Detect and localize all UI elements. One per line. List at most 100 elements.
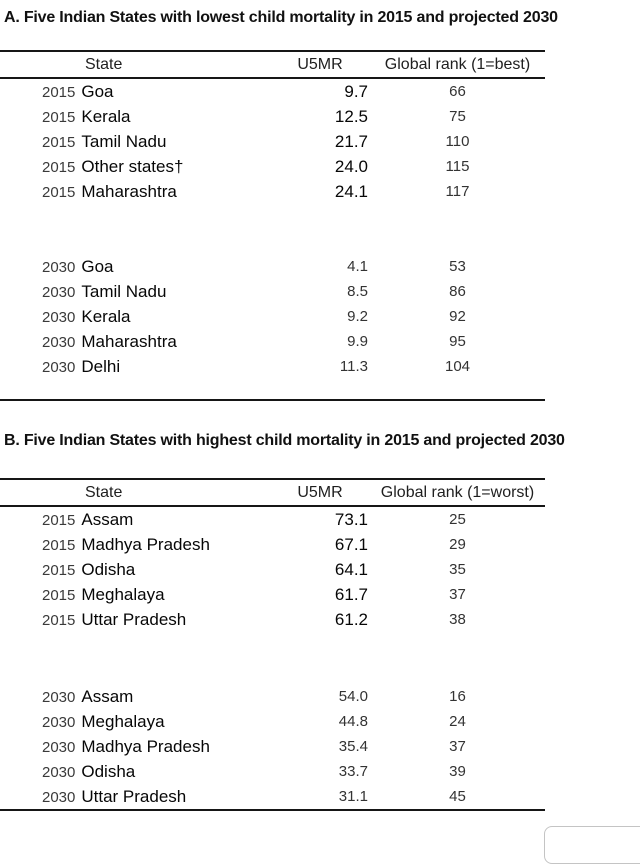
row-year: 2030 [42, 738, 76, 756]
group-spacer [0, 632, 545, 684]
row-year: 2015 [42, 561, 76, 579]
rank-cell: 104 [444, 358, 471, 375]
u5mr-cell: 9.7 [344, 81, 368, 101]
state-cell: 2030 Uttar Pradesh [0, 787, 270, 807]
table-row: 2030 Assam 54.0 16 [0, 684, 545, 709]
state-cell: 2015 Tamil Nadu [0, 132, 270, 152]
state-cell: 2030 Meghalaya [0, 712, 270, 732]
table-row: 2030 Kerala 9.2 92 [0, 304, 545, 329]
column-header-u5mr: U5MR [297, 55, 343, 73]
u5mr-cell: 9.9 [347, 333, 368, 350]
table-row: 2030 Delhi 11.3 104 [0, 354, 545, 379]
state-cell: 2015 Uttar Pradesh [0, 610, 270, 630]
row-year: 2030 [42, 713, 76, 731]
state-cell: 2015 Assam [0, 510, 270, 530]
row-year: 2015 [42, 586, 76, 604]
rank-cell: 115 [445, 158, 470, 175]
table-row: 2015 Other states† 24.0 115 [0, 154, 545, 179]
table-row: 2030 Meghalaya 44.8 24 [0, 709, 545, 734]
rank-cell: 110 [445, 133, 470, 150]
row-year: 2015 [42, 183, 76, 201]
u5mr-cell: 61.2 [334, 609, 368, 629]
selection-box-artifact [544, 826, 640, 864]
rank-cell: 92 [449, 308, 466, 325]
row-state: Kerala [81, 106, 131, 126]
state-cell: 2015 Other states† [0, 157, 270, 177]
row-year: 2030 [42, 283, 76, 301]
u5mr-cell: 9.2 [347, 308, 368, 325]
table-row: 2015 Madhya Pradesh 67.1 29 [0, 532, 545, 557]
row-state: Maharashtra [81, 331, 177, 351]
row-state: Goa [81, 256, 114, 276]
table-row: 2015 Goa 9.7 66 [0, 79, 545, 104]
u5mr-cell: 11.3 [339, 358, 368, 375]
u5mr-cell: 21.7 [334, 131, 368, 151]
state-cell: 2015 Meghalaya [0, 585, 270, 605]
row-year: 2015 [42, 133, 76, 151]
u5mr-cell: 44.8 [338, 713, 368, 730]
rank-cell: 95 [449, 333, 466, 350]
u5mr-cell: 24.1 [334, 181, 368, 201]
row-state: Kerala [81, 306, 131, 326]
state-cell: 2015 Goa [0, 82, 270, 102]
panel-b: B. Five Indian States with highest child… [0, 431, 640, 811]
row-year: 2030 [42, 763, 76, 781]
u5mr-cell: 61.7 [334, 584, 368, 604]
u5mr-cell: 64.1 [334, 559, 368, 579]
table-header-row: State U5MR Global rank (1=worst) [0, 480, 545, 507]
table-row: 2030 Madhya Pradesh 35.4 37 [0, 734, 545, 759]
row-year: 2030 [42, 258, 76, 276]
table-row: 2030 Tamil Nadu 8.5 86 [0, 279, 545, 304]
rank-cell: 66 [449, 83, 466, 100]
rank-cell: 38 [449, 611, 466, 628]
table-row: 2030 Odisha 33.7 39 [0, 759, 545, 784]
rank-cell: 24 [449, 713, 466, 730]
u5mr-cell: 24.0 [334, 156, 368, 176]
row-state: Meghalaya [81, 584, 165, 604]
rank-cell: 39 [449, 763, 466, 780]
row-state: Delhi [81, 356, 121, 376]
table-row: 2030 Uttar Pradesh 31.1 45 [0, 784, 545, 809]
state-cell: 2030 Maharashtra [0, 332, 270, 352]
row-year: 2015 [42, 536, 76, 554]
table-row: 2015 Uttar Pradesh 61.2 38 [0, 607, 545, 632]
rank-cell: 75 [449, 108, 466, 125]
rank-cell: 35 [449, 561, 466, 578]
table-row: 2015 Tamil Nadu 21.7 110 [0, 129, 545, 154]
row-state: Madhya Pradesh [81, 534, 210, 554]
row-year: 2015 [42, 511, 76, 529]
panel-a: A. Five Indian States with lowest child … [0, 8, 640, 401]
table-body: 2015 Assam 73.1 25 2015 Madhya Pradesh 67.1 29 2… [0, 507, 545, 809]
column-header-global-rank: Global rank (1=worst) [380, 483, 535, 501]
row-state: Tamil Nadu [81, 281, 167, 301]
rank-cell: 29 [449, 536, 466, 553]
row-year: 2015 [42, 611, 76, 629]
state-cell: 2015 Maharashtra [0, 182, 270, 202]
rank-cell: 53 [449, 258, 466, 275]
u5mr-cell: 12.5 [334, 106, 368, 126]
table-row: 2015 Odisha 64.1 35 [0, 557, 545, 582]
u5mr-cell: 33.7 [338, 763, 368, 780]
rank-cell: 117 [445, 183, 470, 200]
row-state: Uttar Pradesh [81, 609, 187, 629]
rank-cell: 45 [449, 788, 466, 805]
column-header-u5mr: U5MR [297, 483, 343, 501]
state-cell: 2030 Assam [0, 687, 270, 707]
table-header-row: State U5MR Global rank (1=best) [0, 52, 545, 79]
row-year: 2030 [42, 358, 76, 376]
row-year: 2030 [42, 688, 76, 706]
column-header-state: State [85, 483, 123, 501]
row-state: Assam [81, 686, 134, 706]
row-state: Madhya Pradesh [81, 736, 210, 756]
u5mr-cell: 31.1 [338, 788, 368, 805]
u5mr-cell: 54.0 [338, 688, 368, 705]
state-cell: 2030 Delhi [0, 357, 270, 377]
row-state: Maharashtra [81, 181, 177, 201]
table-body: 2015 Goa 9.7 66 2015 Kerala 12.5 75 2015 Tamil Na… [0, 79, 545, 399]
row-year: 2015 [42, 108, 76, 126]
u5mr-cell: 8.5 [347, 283, 368, 300]
column-header-state: State [85, 55, 123, 73]
table-lowest-mortality: State U5MR Global rank (1=best) 2015 Goa 9… [0, 50, 545, 401]
state-cell: 2030 Tamil Nadu [0, 282, 270, 302]
row-state: Odisha [81, 559, 136, 579]
